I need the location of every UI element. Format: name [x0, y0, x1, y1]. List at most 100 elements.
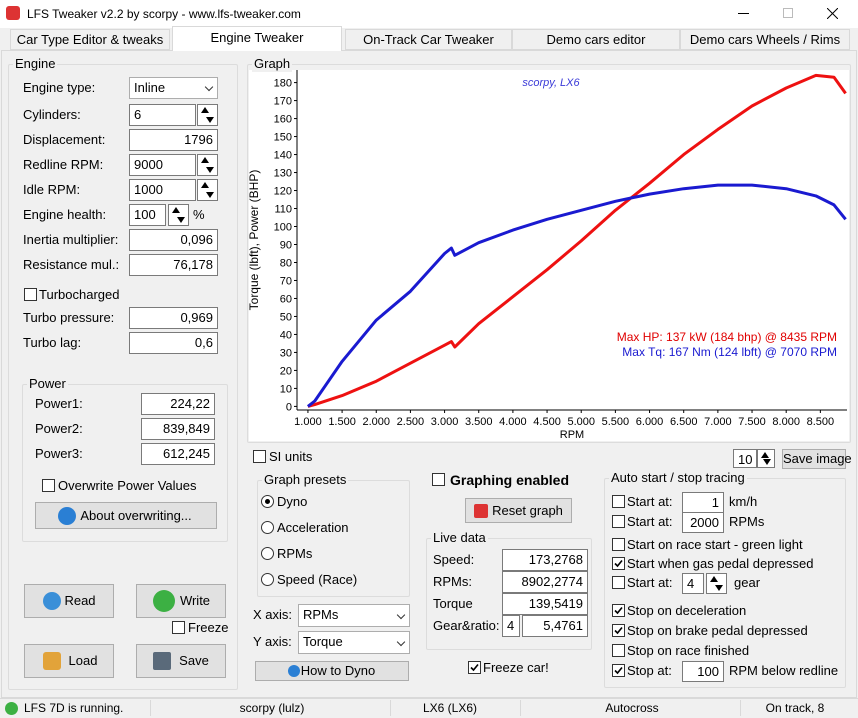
checkbox[interactable]: [612, 664, 625, 677]
label: RPM below redline: [729, 663, 839, 678]
label: Idle RPM:: [23, 182, 81, 197]
text-input[interactable]: 0,969: [129, 307, 218, 329]
label: RPMs: [729, 514, 765, 529]
maximize-button[interactable]: [783, 8, 793, 18]
tab[interactable]: Engine Tweaker: [172, 26, 342, 51]
text-input[interactable]: 0,096: [129, 229, 218, 251]
checkbox[interactable]: [612, 644, 625, 657]
text-input[interactable]: 612,245: [141, 443, 215, 465]
text-input[interactable]: 173,2768: [502, 549, 588, 571]
y-tick-label: 80: [280, 257, 292, 269]
checkbox[interactable]: [42, 479, 55, 492]
text-input[interactable]: 4: [502, 615, 520, 637]
label: Power1:: [35, 396, 83, 411]
save-button[interactable]: Save: [136, 644, 226, 678]
group-box: [247, 64, 851, 443]
checkbox[interactable]: [612, 538, 625, 551]
y-tick-label: 70: [280, 275, 292, 287]
label: Power3:: [35, 446, 83, 461]
button-icon: [153, 590, 175, 612]
x-tick-label: 5.000: [567, 416, 595, 428]
text-input[interactable]: 76,178: [129, 254, 218, 276]
spinner[interactable]: [706, 573, 727, 594]
checkbox[interactable]: [612, 495, 625, 508]
load-button[interactable]: Load: [24, 644, 114, 678]
read-button[interactable]: Read: [24, 584, 114, 618]
radio[interactable]: [261, 573, 274, 586]
checkmark: [614, 666, 623, 675]
about-button[interactable]: About overwriting...: [35, 502, 217, 529]
spinner[interactable]: [197, 154, 218, 176]
checkbox[interactable]: [612, 576, 625, 589]
tab[interactable]: Car Type Editor & tweaks: [10, 29, 170, 50]
spin-down: [715, 585, 723, 591]
checkbox[interactable]: [612, 604, 625, 617]
status-separator: [520, 700, 521, 716]
checkbox[interactable]: [468, 661, 481, 674]
dropdown[interactable]: Torque: [298, 631, 410, 654]
radio[interactable]: [261, 521, 274, 534]
text-input[interactable]: 5,4761: [522, 615, 588, 637]
text-input[interactable]: 224,22: [141, 393, 215, 415]
checkbox[interactable]: [24, 288, 37, 301]
text-input[interactable]: 100: [129, 204, 166, 226]
label: km/h: [729, 494, 758, 509]
series-line: [306, 183, 847, 408]
label: gear: [734, 575, 761, 590]
spin-down: [763, 459, 771, 465]
checkbox[interactable]: [612, 515, 625, 528]
label: Turbo pressure:: [23, 310, 115, 325]
text-input[interactable]: 100: [682, 661, 724, 682]
spin-down: [206, 167, 214, 173]
reset-graph-button[interactable]: Reset graph: [465, 498, 572, 523]
radio[interactable]: [261, 547, 274, 560]
checkbox[interactable]: [432, 473, 445, 486]
checkbox[interactable]: [172, 621, 185, 634]
write-button[interactable]: Write: [136, 584, 226, 618]
group-title: Engine: [13, 56, 58, 72]
text-input[interactable]: 8902,2774: [502, 571, 588, 593]
how-to-button[interactable]: How to Dyno: [255, 661, 409, 681]
label: Speed:: [433, 552, 475, 567]
dropdown[interactable]: Inline: [129, 77, 218, 99]
tab[interactable]: On-Track Car Tweaker: [345, 29, 512, 50]
text-input[interactable]: 2000: [682, 512, 724, 533]
close-button[interactable]: [827, 8, 838, 19]
tab[interactable]: Demo cars editor: [512, 29, 680, 50]
checkbox[interactable]: [612, 557, 625, 570]
x-tick-label: 1.000: [294, 416, 322, 428]
label: Speed (Race): [277, 572, 358, 587]
spinner[interactable]: [168, 204, 189, 226]
spinner[interactable]: [197, 104, 218, 126]
checkbox[interactable]: [253, 450, 266, 463]
spinner[interactable]: [757, 449, 775, 468]
y-tick-label: 140: [274, 150, 292, 162]
image-count[interactable]: 10: [733, 449, 757, 468]
status-text: On track, 8: [765, 701, 825, 715]
text-input[interactable]: 839,849: [141, 418, 215, 440]
checkbox[interactable]: [612, 624, 625, 637]
x-tick-label: 5.500: [602, 416, 630, 428]
group-title: Auto start / stop tracing: [609, 470, 747, 486]
title-bar: [0, 0, 858, 28]
text-input[interactable]: 9000: [129, 154, 196, 176]
label: Freeze car!: [483, 660, 549, 675]
text-input[interactable]: 1000: [129, 179, 196, 201]
radio[interactable]: [261, 495, 274, 508]
text-input[interactable]: 0,6: [129, 332, 218, 354]
text-input[interactable]: 1: [682, 492, 724, 513]
checkmark-path: [614, 626, 623, 635]
minimize-button[interactable]: [738, 13, 749, 14]
y-tick-label: 120: [274, 186, 292, 198]
text-input[interactable]: 6: [129, 104, 196, 126]
tab[interactable]: Demo cars Wheels / Rims: [680, 29, 850, 50]
y-tick-label: 0: [286, 401, 292, 413]
spinner[interactable]: [197, 179, 218, 201]
x-tick-label: 7.000: [704, 416, 732, 428]
y-tick-label: 10: [280, 383, 292, 395]
dropdown[interactable]: RPMs: [298, 604, 410, 627]
save-image-button[interactable]: Save image: [782, 449, 852, 469]
text-input[interactable]: 4: [682, 573, 704, 594]
text-input[interactable]: 139,5419: [502, 593, 588, 615]
text-input[interactable]: 1796: [129, 129, 218, 151]
